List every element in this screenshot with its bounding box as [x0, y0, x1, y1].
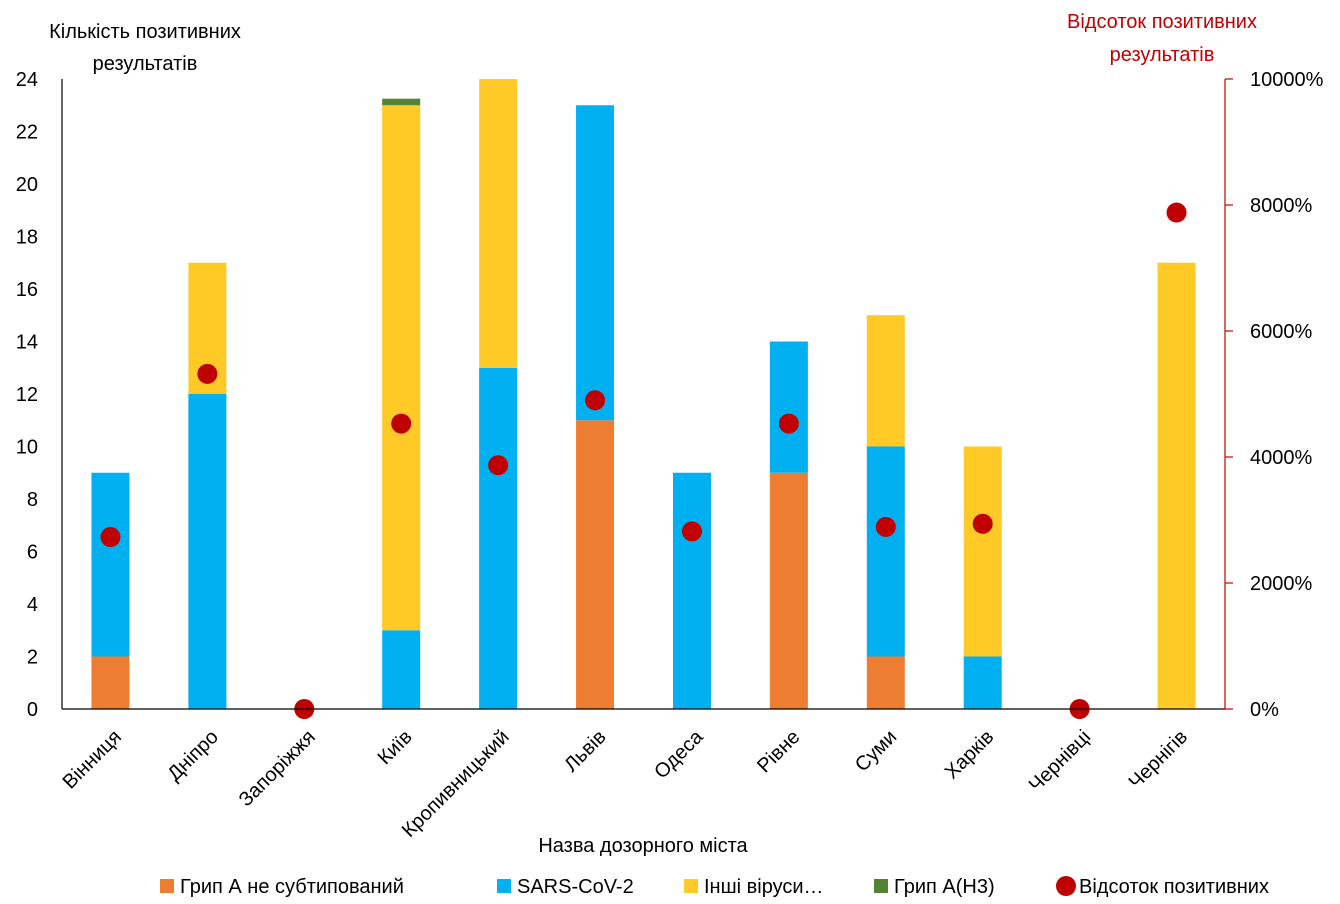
x-tick-label: Чернігів: [1125, 726, 1192, 793]
bar-segment: [1157, 262, 1196, 709]
y-tick-label: 8: [27, 489, 38, 511]
y-tick-label: 18: [16, 227, 38, 249]
bar-segment: [479, 367, 518, 709]
legend-label: SARS-CoV-2: [517, 876, 634, 898]
scatter-point: [391, 413, 412, 434]
bar-segment: [576, 420, 615, 709]
x-tick-label: Київ: [374, 726, 417, 769]
legend-swatch: [160, 879, 174, 893]
bar-segment: [382, 105, 421, 631]
x-tick-label: Дніпро: [163, 726, 222, 785]
bar-segment: [963, 656, 1002, 709]
y-tick-label: 22: [16, 122, 38, 144]
bar-segment: [769, 472, 808, 709]
y2-tick-label: 4000%: [1250, 447, 1312, 469]
y2-tick-label: 8000%: [1250, 195, 1312, 217]
x-tick-label: Кропивницький: [398, 726, 514, 842]
y-axis-title: Кількість позитивних результатів: [49, 21, 241, 75]
legend-swatch: [874, 879, 888, 893]
x-tick-label: Чернівці: [1025, 726, 1095, 796]
y2-tick-label: 0%: [1250, 699, 1279, 721]
bar-segment: [866, 446, 905, 657]
bars: [91, 79, 1196, 709]
scatter-point: [972, 513, 993, 534]
bar-segment: [188, 394, 227, 709]
y2-tick-label: 2000%: [1250, 573, 1312, 595]
y2-axis-title-line: Відсоток позитивних: [1067, 11, 1257, 33]
y-axis-title-line: результатів: [93, 53, 198, 75]
bar-segment: [769, 341, 808, 473]
scatter-point: [100, 527, 121, 548]
scatter-points: [100, 202, 1187, 719]
legend-swatch: [497, 879, 511, 893]
y-tick-label: 24: [16, 69, 38, 91]
legend-label: Грип А(Н3): [894, 876, 995, 898]
x-tick-label: Рівне: [753, 726, 804, 777]
bar-segment: [382, 630, 421, 709]
legend-marker: [1056, 876, 1076, 896]
x-tick-label: Запоріжжя: [235, 726, 320, 811]
y-tick-label: 6: [27, 542, 38, 564]
scatter-point: [585, 390, 606, 411]
bar-segment: [672, 472, 711, 709]
legend-swatch: [684, 879, 698, 893]
x-axis-title: Назва дозорного міста: [538, 835, 748, 857]
scatter-point: [875, 516, 896, 537]
scatter-point: [197, 363, 218, 384]
legend-label: Грип А не субтипований: [180, 876, 404, 898]
x-tick-label: Львів: [560, 726, 610, 776]
y-tick-label: 10: [16, 437, 38, 459]
y2-tick-label: 10000%: [1250, 69, 1324, 91]
y-tick-label: 0: [27, 699, 38, 721]
y-tick-label: 4: [27, 594, 38, 616]
bar-segment: [866, 656, 905, 709]
y-tick-label: 14: [16, 332, 38, 354]
x-tick-label: Суми: [851, 726, 901, 776]
scatter-point: [1166, 202, 1187, 223]
y-axis-title-line: Кількість позитивних: [49, 21, 241, 43]
x-tick-label: Вінниця: [59, 726, 126, 793]
y2-axis-ticks: 0% 2000% 4000% 6000% 8000% 10000%: [1225, 69, 1324, 721]
bar-segment: [382, 98, 421, 106]
y-tick-label: 12: [16, 384, 38, 406]
bar-segment: [91, 472, 130, 657]
y-tick-label: 16: [16, 279, 38, 301]
legend-label: Інші віруси…: [704, 876, 824, 898]
y2-axis-title: Відсоток позитивних результатів: [1067, 11, 1257, 66]
y-tick-label: 20: [16, 174, 38, 196]
bar-segment: [479, 79, 518, 368]
x-tick-label: Одеса: [650, 725, 708, 783]
y-tick-label: 2: [27, 647, 38, 669]
legend-label: Відсоток позитивних: [1079, 876, 1269, 898]
bar-segment: [576, 105, 615, 421]
legend: Грип А не субтипований SARS-CoV-2 Інші вір…: [160, 876, 1269, 898]
axes: [61, 79, 1226, 710]
y2-tick-label: 6000%: [1250, 321, 1312, 343]
bar-segment: [866, 315, 905, 447]
scatter-point: [778, 413, 799, 434]
bar-segment: [91, 656, 130, 709]
x-tick-label: Харків: [941, 726, 999, 784]
bar-segment: [963, 446, 1002, 657]
scatter-point: [681, 521, 702, 542]
scatter-point: [488, 455, 509, 476]
y2-axis-title-line: результатів: [1110, 44, 1215, 66]
